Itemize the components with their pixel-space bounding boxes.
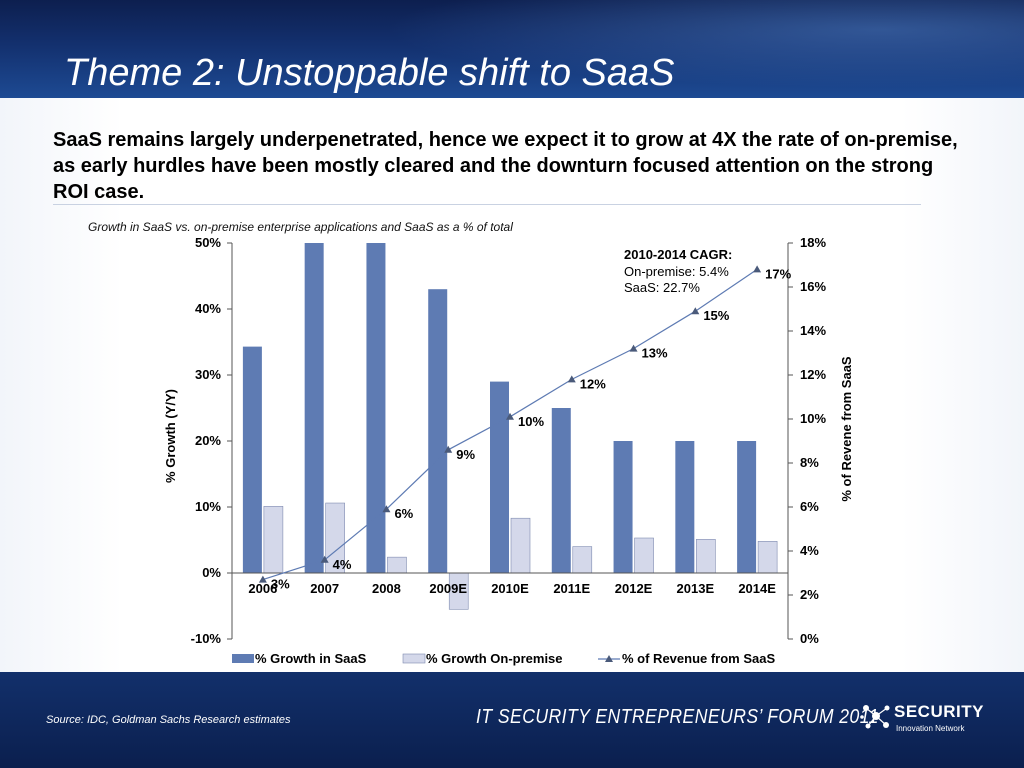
bar-onpremise-growth (757, 541, 778, 574)
line-marker-triangle (753, 265, 762, 273)
category-label: 2011E (553, 581, 590, 596)
bar-onpremise-growth (387, 556, 407, 574)
bar-onpremise-growth (634, 537, 654, 574)
right-tick-label: 16% (800, 279, 826, 294)
bar-saas-growth (304, 243, 324, 573)
source-note: Source: IDC, Goldman Sachs Research esti… (46, 714, 291, 726)
cagr-annotation-line: On-premise: 5.4% (624, 264, 729, 279)
logo-subtitle: Innovation Network (896, 724, 965, 733)
category-label: 2014E (738, 581, 776, 596)
right-tick-label: 18% (800, 235, 826, 250)
legend-label-saas: % Growth in SaaS (255, 651, 367, 666)
legend-label-revenue: % of Revenue from SaaS (622, 651, 775, 666)
bar-saas-growth (490, 381, 509, 573)
header-band (0, 0, 1024, 98)
line-marker-triangle (691, 307, 700, 315)
left-tick-label: 40% (195, 301, 221, 316)
category-label: 2010E (491, 581, 529, 596)
forum-name: IT SECURITY ENTREPRENEURS’ FORUM 2011 (476, 706, 879, 728)
left-tick-label: -10% (191, 631, 222, 646)
right-tick-label: 0% (800, 631, 819, 646)
category-label: 2007 (310, 581, 339, 596)
line-data-label: 6% (394, 506, 413, 521)
line-marker-triangle (258, 575, 267, 583)
right-tick-label: 6% (800, 499, 819, 514)
line-data-label: 10% (518, 414, 544, 429)
category-label: 2006 (248, 581, 277, 596)
category-label: 2012E (615, 581, 653, 596)
combo-chart: -10% 0% 10% 20% 30% 40% 50% 0% 2% 4% 6% 8% 10% 12% 14%… (163, 235, 854, 666)
divider (53, 204, 921, 205)
right-tick-label: 2% (800, 587, 819, 602)
bar-saas-growth (551, 408, 571, 573)
bar-saas-growth (366, 243, 386, 573)
right-tick-label: 12% (800, 367, 826, 382)
intro-text: SaaS remains largely underpenetrated, he… (53, 129, 958, 203)
bar-saas-growth (613, 441, 633, 573)
line-marker-triangle (567, 375, 576, 383)
right-tick-label: 10% (800, 411, 826, 426)
left-axis-title: % Growth (Y/Y) (163, 389, 178, 483)
category-label: 2009E (429, 581, 467, 596)
bar-onpremise-growth (696, 539, 716, 574)
right-tick-label: 8% (800, 455, 819, 470)
slide-title: Theme 2: Unstoppable shift to SaaS (64, 52, 675, 94)
cagr-annotation-line: SaaS: 22.7% (624, 280, 700, 295)
right-axis-title: % of Revene from SaaS (839, 356, 854, 502)
left-tick-label: 20% (195, 433, 221, 448)
network-dots-icon (860, 705, 890, 729)
legend-swatch-saas (232, 654, 254, 663)
logo-name: SECURITY (894, 702, 984, 721)
bar-saas-growth (428, 289, 448, 573)
category-label: 2013E (677, 581, 715, 596)
bar-onpremise-growth (510, 517, 531, 574)
header-glow (300, 0, 1024, 98)
line-data-label: 13% (642, 346, 668, 361)
line-data-label: 17% (765, 266, 791, 281)
bar-onpremise-growth (572, 546, 593, 574)
line-marker-triangle (382, 505, 391, 513)
legend-marker-revenue (605, 655, 613, 662)
line-data-label: 12% (580, 376, 606, 391)
chart-caption: Growth in SaaS vs. on-premise enterprise… (88, 220, 513, 234)
category-label: 2008 (372, 581, 401, 596)
right-tick-label: 4% (800, 543, 819, 558)
legend-swatch-onpremise (402, 653, 426, 664)
line-data-label: 4% (333, 557, 352, 572)
line-marker-triangle (629, 344, 638, 352)
bar-saas-growth (737, 441, 757, 573)
security-innovation-network-logo: SECURITY Innovation Network (860, 700, 988, 742)
cagr-annotation-title: 2010-2014 CAGR: (624, 247, 732, 262)
bar-onpremise-growth (263, 506, 284, 574)
line-data-label: 15% (703, 308, 729, 323)
footer-band (0, 672, 1024, 768)
legend-label-onpremise: % Growth On-premise (426, 651, 563, 666)
line-marker-triangle (444, 445, 453, 453)
left-tick-label: 10% (195, 499, 221, 514)
content-area (0, 98, 1024, 672)
line-data-label: 9% (456, 447, 475, 462)
left-tick-label: 30% (195, 367, 221, 382)
bar-saas-growth (242, 346, 262, 573)
left-tick-label: 50% (195, 235, 221, 250)
right-tick-label: 14% (800, 323, 826, 338)
line-marker-triangle (320, 555, 329, 563)
bar-saas-growth (675, 441, 695, 573)
left-tick-label: 0% (202, 565, 221, 580)
line-marker-triangle (506, 412, 514, 420)
line-data-label: 3% (271, 577, 290, 592)
